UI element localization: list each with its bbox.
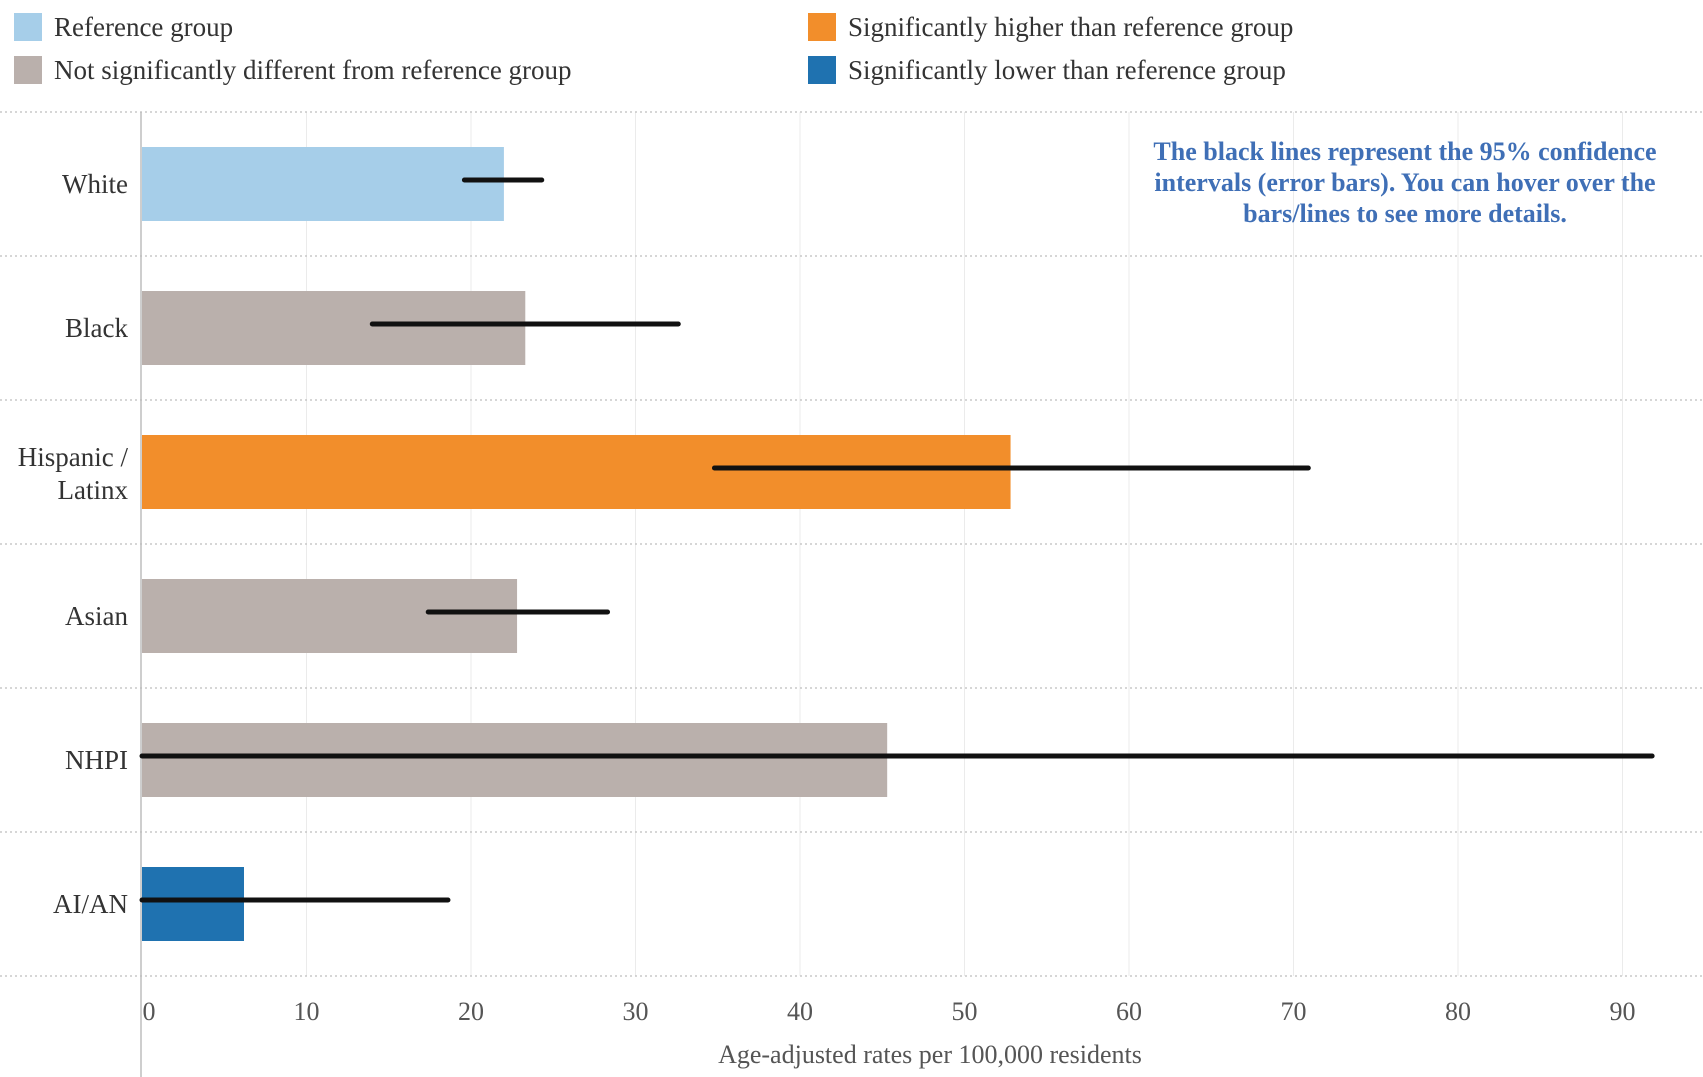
category-label: AI/AN: [53, 889, 128, 919]
x-tick-label: 50: [952, 997, 978, 1026]
x-tick-label: 60: [1116, 997, 1142, 1026]
x-tick-label: 40: [787, 997, 813, 1026]
legend-swatch-reference: [14, 13, 42, 41]
bar-hispanic-latinx[interactable]: [142, 435, 1011, 509]
legend-item-lower[interactable]: Significantly lower than reference group: [808, 53, 1286, 87]
legend-item-not-different[interactable]: Not significantly different from referen…: [14, 53, 572, 87]
x-tick-label: 30: [623, 997, 649, 1026]
legend-label-lower: Significantly lower than reference group: [848, 54, 1286, 85]
bar-nhpi[interactable]: [142, 723, 888, 797]
bar-white[interactable]: [142, 147, 504, 221]
legend-item-higher[interactable]: Significantly higher than reference grou…: [808, 10, 1293, 44]
x-tick-label: 10: [294, 997, 320, 1026]
x-axis-title: Age-adjusted rates per 100,000 residents: [718, 1040, 1142, 1069]
category-label: Asian: [65, 601, 128, 631]
legend-swatch-lower: [808, 56, 836, 84]
legend-swatch-higher: [808, 13, 836, 41]
legend-item-reference[interactable]: Reference group: [14, 10, 233, 44]
category-label: Black: [65, 313, 128, 343]
error-bar-note: The black lines represent the 95% confid…: [1153, 137, 1657, 228]
x-tick-label: 0: [143, 997, 156, 1026]
category-label: Hispanic / Latinx: [18, 442, 129, 505]
legend-label-reference: Reference group: [54, 11, 234, 42]
bar-black[interactable]: [142, 291, 526, 365]
x-tick-label: 70: [1281, 997, 1307, 1026]
category-label: White: [62, 169, 128, 199]
x-tick-label: 90: [1610, 997, 1636, 1026]
x-tick-label: 80: [1445, 997, 1471, 1026]
bar-ai-an[interactable]: [142, 867, 244, 941]
legend-swatch-not-different: [14, 56, 42, 84]
legend-label-higher: Significantly higher than reference grou…: [848, 11, 1294, 42]
legend-label-not-different: Not significantly different from referen…: [54, 54, 572, 85]
x-tick-label: 20: [458, 997, 484, 1026]
bar-asian[interactable]: [142, 579, 518, 653]
category-label: NHPI: [65, 745, 128, 775]
chart-legend: Reference group Significantly higher tha…: [0, 0, 1703, 100]
